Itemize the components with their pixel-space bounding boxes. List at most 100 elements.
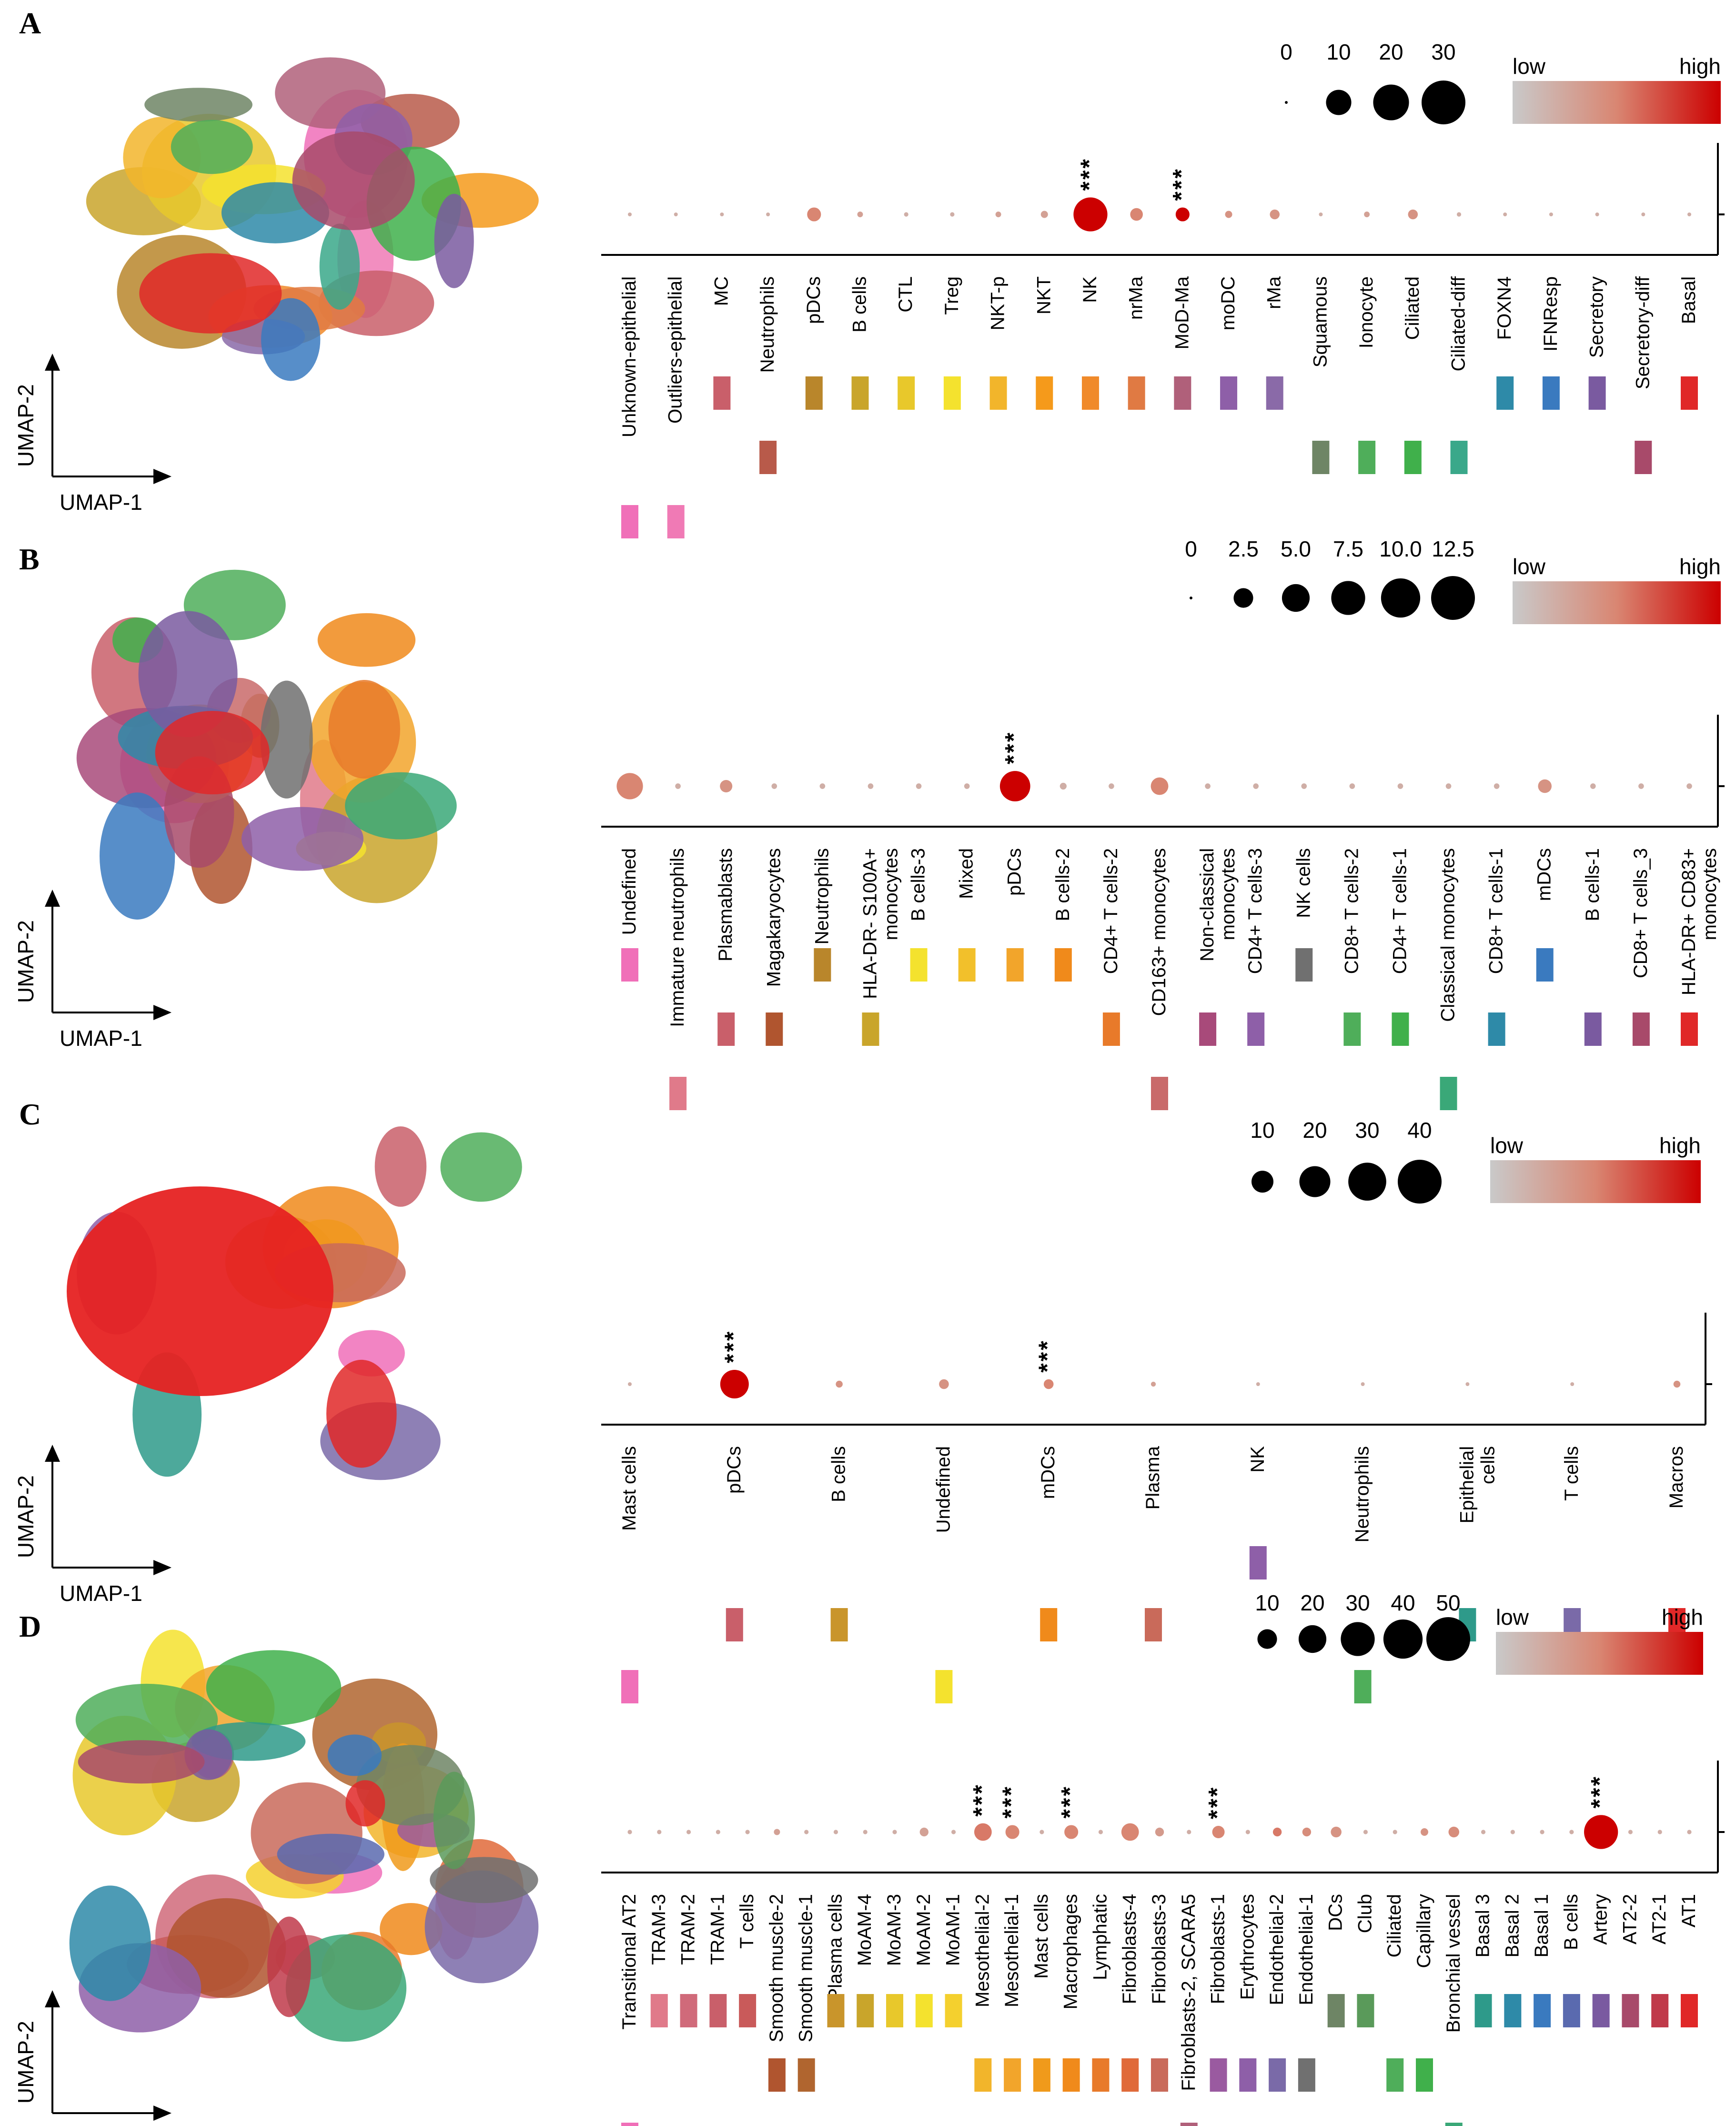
category-label: nrMa [1126,276,1147,320]
category-swatch [910,948,928,982]
umap-axis-x-arrow [153,1560,172,1575]
category-swatch [766,1012,783,1046]
category-swatch [1295,948,1313,982]
umap-cluster [319,223,360,310]
color-gradient-bar [1513,81,1721,124]
category-label: Plasma [1142,1446,1163,1509]
dot-B-12 [1205,783,1211,789]
dot-B-8 [999,771,1030,801]
dot-B-4 [819,783,826,789]
dot-A-18 [1456,212,1462,217]
significance-mark: *** [1034,1339,1060,1372]
dot-B-17 [1445,783,1452,789]
umap-cluster [241,807,363,871]
dot-A-9 [1040,211,1048,218]
dot-C-3 [939,1379,949,1389]
category-label: Secretory-diff [1632,276,1653,389]
category-label: CD163+ monocytes [1149,848,1170,1016]
dot-D-6 [804,1830,809,1834]
significance-mark: *** [1057,1785,1083,1818]
dot-A-2 [720,213,724,216]
category-label: Plasmablasts [715,848,736,962]
size-legend-dot [1398,1160,1442,1204]
category-swatch [717,1012,735,1046]
dot-A-13 [1225,211,1232,218]
size-legend-dot [1257,1629,1277,1649]
size-legend-label: 12.5 [1432,537,1474,561]
umap-cluster [138,611,238,738]
category-swatch [1496,376,1514,410]
umap-cluster [345,772,457,840]
category-label: Ciliated [1384,1894,1405,1957]
category-label: Fibroblasts-3 [1149,1894,1170,2004]
dot-A-23 [1687,213,1691,216]
category-swatch [1622,1994,1639,2027]
category-swatch [621,2123,638,2126]
category-label: MoAM-2 [913,1894,934,1966]
dot-D-28 [1448,1826,1460,1838]
category-label: CD8+ T cells-2 [1341,848,1362,974]
category-swatch [1180,2123,1198,2126]
umap-axis-y-arrow [45,890,60,907]
dot-D-30 [1510,1830,1515,1834]
dot-D-23 [1302,1827,1312,1837]
category-label: Macrophages [1060,1894,1081,2009]
panel-label: B [19,542,40,576]
category-label: Basal 3 [1473,1894,1494,1957]
category-swatch [1404,441,1422,474]
dot-B-19 [1538,779,1552,793]
size-legend-label: 30 [1345,1590,1370,1615]
category-swatch [943,376,961,410]
category-swatch [650,1994,668,2027]
size-legend-dot [1383,1619,1423,1659]
category-label: Fibroblasts-4 [1119,1894,1140,2004]
category-label: pDCs [724,1446,745,1494]
category-label: Fibroblasts-2, SCARA5 [1178,1894,1199,2091]
dot-D-21 [1245,1830,1250,1834]
category-swatch [1392,1012,1409,1046]
category-label: Classical monocytes [1438,848,1459,1022]
category-swatch [1386,2058,1404,2092]
umap-cluster [69,1885,151,2001]
category-label: FOXN4 [1494,276,1515,340]
category-swatch [1054,948,1072,982]
legend-high-label: high [1662,1605,1703,1630]
category-swatch [1266,376,1283,410]
panel-C: C UMAP-1 UMAP-2 10 20 30 40 low high Mast cells **… [13,1097,1712,1703]
category-label: Transitional AT2 [619,1894,640,2030]
category-swatch [1004,2058,1021,2092]
category-swatch [1174,376,1191,410]
umap-axis-y-arrow [45,1990,60,2007]
size-legend-label: 30 [1355,1118,1379,1143]
size-legend-label: 5.0 [1281,537,1311,561]
umap-x-label: UMAP-1 [60,1581,142,1606]
category-swatch [1357,1994,1374,2027]
umap-cluster [326,1359,397,1468]
panel-D: DUMAP-1UMAP-21020304050lowhighTransition… [13,1590,1725,2126]
category-label: monocytes [1699,848,1720,940]
category-label: NKT [1033,276,1054,314]
dot-D-8 [863,1830,868,1834]
dot-C-7 [1361,1382,1365,1386]
dot-D-31 [1540,1830,1544,1834]
category-swatch [886,1994,903,2027]
category-label: B cells-1 [1582,848,1603,921]
category-label: Bronchial vessel [1443,1894,1464,2033]
dot-B-7 [964,783,970,789]
dot-D-11 [951,1830,956,1834]
category-swatch [1474,1994,1492,2027]
dot-C-8 [1465,1382,1470,1386]
category-label: CD4+ T cells-2 [1100,848,1121,974]
dot-D-0 [627,1830,632,1834]
category-label: MC [711,276,732,306]
category-swatch [1681,376,1698,410]
umap-cluster [261,298,321,381]
category-swatch [713,376,731,410]
color-legend: low high [1490,1133,1701,1203]
category-label: NK [1080,276,1100,303]
umap-cluster [267,1916,311,2017]
dot-D-19 [1187,1830,1191,1834]
size-legend-dot [1431,576,1475,620]
category-swatch [1006,948,1024,982]
umap-axis-y-arrow [45,1445,60,1462]
